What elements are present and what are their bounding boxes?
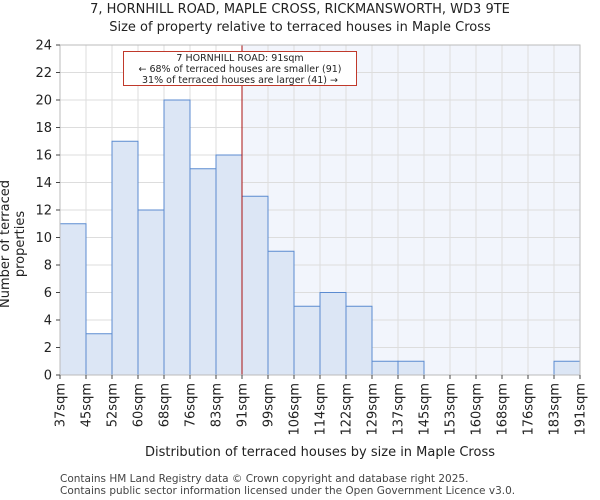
y-tick-label-4: 4 (44, 314, 52, 329)
chart-title-line2: Size of property relative to terraced ho… (109, 20, 491, 35)
y-tick-label-2: 2 (44, 341, 52, 356)
x-tick-label-91sqm: 91sqm (236, 383, 251, 427)
bar-114sqm (319, 292, 347, 376)
bar-60sqm (137, 209, 165, 376)
x-tick-label-183sqm: 183sqm (548, 383, 563, 436)
y-tick-label-22: 22 (35, 66, 52, 81)
bar-76sqm (189, 168, 217, 376)
annotation-line2: ← 68% of terraced houses are smaller (91… (138, 64, 342, 75)
property-annotation-box: 7 HORNHILL ROAD: 91sqm ← 68% of terraced… (123, 51, 357, 86)
bar-99sqm (267, 250, 295, 376)
x-tick-label-45sqm: 45sqm (80, 383, 95, 427)
y-tick-label-6: 6 (44, 286, 52, 301)
x-tick-label-76sqm: 76sqm (184, 383, 199, 427)
x-tick-label-99sqm: 99sqm (262, 383, 277, 427)
bar-129sqm (371, 360, 399, 376)
bar-37sqm (59, 223, 87, 376)
bar-122sqm (345, 305, 373, 376)
x-tick-label-153sqm: 153sqm (444, 383, 459, 436)
footer-line1: Contains HM Land Registry data © Crown c… (60, 473, 469, 485)
x-tick-label-176sqm: 176sqm (522, 383, 537, 436)
bar-83sqm (215, 154, 243, 376)
x-axis-label: Distribution of terraced houses by size … (144, 445, 495, 460)
x-tick-label-168sqm: 168sqm (496, 383, 511, 436)
bar-52sqm (111, 140, 139, 376)
bar-183sqm (553, 360, 581, 376)
x-tick-label-106sqm: 106sqm (288, 383, 303, 436)
y-tick-label-14: 14 (35, 176, 52, 191)
bar-45sqm (85, 333, 113, 376)
y-tick-label-20: 20 (35, 94, 52, 109)
y-tick-label-16: 16 (35, 149, 52, 164)
x-tick-label-52sqm: 52sqm (106, 383, 121, 427)
annotation-line1: 7 HORNHILL ROAD: 91sqm (176, 53, 304, 64)
footer-line2: Contains public sector information licen… (60, 485, 516, 497)
annotation-line3: 31% of terraced houses are larger (41) → (142, 75, 338, 86)
x-tick-label-137sqm: 137sqm (392, 383, 407, 436)
x-tick-label-68sqm: 68sqm (158, 383, 173, 427)
x-tick-label-60sqm: 60sqm (132, 383, 147, 427)
x-tick-label-145sqm: 145sqm (418, 383, 433, 436)
chart-title-line1: 7, HORNHILL ROAD, MAPLE CROSS, RICKMANSW… (90, 2, 510, 17)
bar-91sqm (241, 195, 269, 376)
bar-137sqm (397, 360, 425, 376)
x-tick-label-129sqm: 129sqm (366, 383, 381, 436)
y-tick-label-0: 0 (44, 369, 52, 384)
y-tick-label-24: 24 (35, 39, 52, 54)
x-tick-label-122sqm: 122sqm (340, 383, 355, 436)
x-tick-label-191sqm: 191sqm (574, 383, 589, 436)
y-tick-label-12: 12 (35, 204, 52, 219)
y-tick-label-18: 18 (35, 121, 52, 136)
bar-106sqm (293, 305, 321, 376)
x-tick-label-114sqm: 114sqm (314, 383, 329, 436)
x-tick-label-160sqm: 160sqm (470, 383, 485, 436)
y-tick-label-8: 8 (44, 259, 52, 274)
bar-68sqm (163, 99, 191, 376)
y-axis-label: Number of terraced properties (0, 180, 28, 308)
y-tick-label-10: 10 (35, 231, 52, 246)
x-tick-label-37sqm: 37sqm (54, 383, 69, 427)
x-tick-label-83sqm: 83sqm (210, 383, 225, 427)
